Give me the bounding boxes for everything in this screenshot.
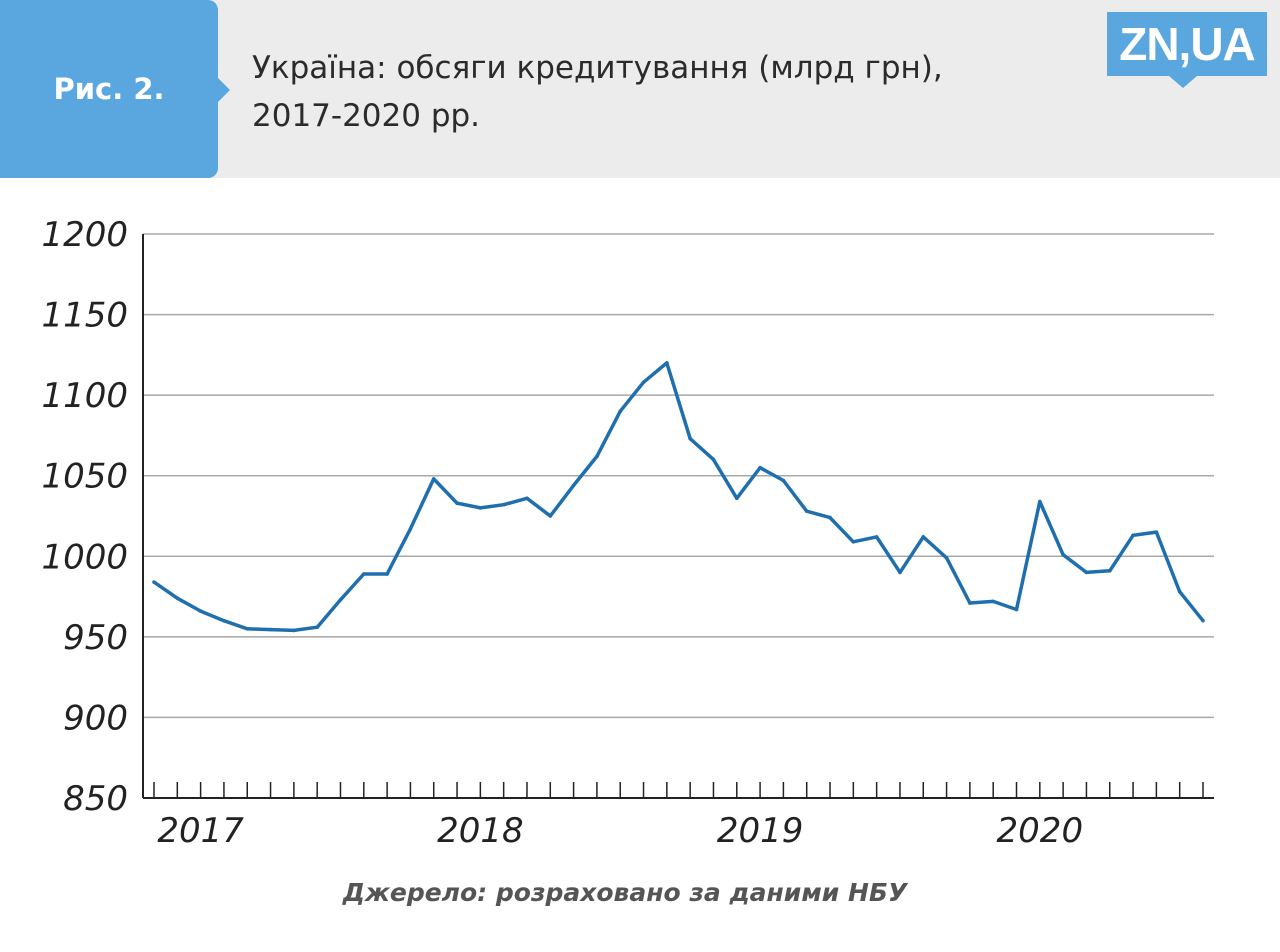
figure-label: Рис. 2. bbox=[53, 72, 165, 106]
y-tick-label: 950 bbox=[63, 618, 128, 658]
data-point bbox=[571, 483, 576, 488]
zn-ua-logo: ZN,UA bbox=[1107, 12, 1267, 88]
source-note: Джерело: розраховано за даними НБУ bbox=[342, 878, 908, 907]
data-point bbox=[1084, 570, 1089, 575]
logo-text: ZN,UA bbox=[1119, 18, 1256, 70]
data-point bbox=[478, 506, 483, 510]
data-point bbox=[385, 572, 389, 576]
data-point bbox=[944, 556, 949, 560]
data-point bbox=[921, 535, 926, 539]
data-point bbox=[758, 465, 762, 470]
data-point bbox=[1038, 499, 1042, 504]
data-point bbox=[1131, 533, 1135, 538]
data-point bbox=[431, 477, 436, 481]
data-point bbox=[222, 618, 226, 623]
y-tick-label: 1200 bbox=[41, 215, 128, 255]
x-tick-label: 2018 bbox=[437, 811, 524, 851]
y-tick-label: 1150 bbox=[41, 296, 128, 336]
data-point bbox=[292, 628, 296, 633]
data-point bbox=[152, 580, 156, 584]
data-point bbox=[1061, 552, 1065, 557]
data-point bbox=[851, 539, 856, 544]
data-point bbox=[338, 597, 343, 602]
data-point bbox=[1107, 568, 1112, 573]
line-chart: 1200 1150 1100 1050 1000 950 900 850 2017 2018 201… bbox=[41, 215, 1214, 851]
data-point bbox=[804, 509, 809, 513]
x-tick-label: 2019 bbox=[717, 811, 804, 851]
title-line-1: Україна: обсяги кредитування (млрд грн), bbox=[252, 50, 943, 86]
data-point bbox=[711, 457, 716, 462]
data-point bbox=[408, 527, 413, 531]
data-point bbox=[828, 515, 832, 520]
series-line bbox=[153, 361, 1205, 633]
data-point bbox=[968, 601, 972, 605]
data-point bbox=[362, 572, 366, 576]
data-point bbox=[874, 535, 879, 539]
title-line-2: 2017-2020 рр. bbox=[252, 98, 481, 134]
data-point bbox=[665, 361, 669, 365]
data-point bbox=[315, 625, 319, 629]
x-tick-label: 2017 bbox=[157, 811, 244, 851]
data-point bbox=[781, 478, 786, 483]
data-point bbox=[525, 496, 529, 501]
data-point bbox=[1201, 618, 1205, 623]
data-point bbox=[991, 599, 995, 604]
data-point bbox=[688, 436, 692, 441]
data-point bbox=[618, 409, 623, 414]
data-point bbox=[198, 609, 203, 613]
data-point bbox=[641, 380, 646, 385]
data-point bbox=[548, 514, 553, 518]
data-point bbox=[1177, 589, 1182, 594]
data-point bbox=[1154, 530, 1159, 534]
data-point bbox=[501, 502, 506, 507]
data-point bbox=[734, 496, 739, 501]
y-tick-label: 850 bbox=[63, 779, 128, 819]
data-point bbox=[595, 454, 599, 459]
data-point bbox=[1014, 607, 1019, 612]
data-point bbox=[268, 627, 273, 632]
y-tick-label: 1100 bbox=[41, 376, 128, 416]
y-tick-label: 900 bbox=[63, 698, 128, 738]
y-tick-label: 1000 bbox=[41, 537, 128, 577]
figure-tab: Рис. 2. bbox=[0, 0, 230, 178]
data-point bbox=[175, 596, 180, 600]
data-point bbox=[245, 627, 250, 631]
data-point bbox=[898, 570, 902, 575]
y-tick-label: 1050 bbox=[41, 457, 128, 497]
chart-title: Україна: обсяги кредитування (млрд грн),… bbox=[252, 44, 1012, 140]
x-tick-label: 2020 bbox=[997, 811, 1084, 851]
data-point bbox=[455, 501, 459, 505]
